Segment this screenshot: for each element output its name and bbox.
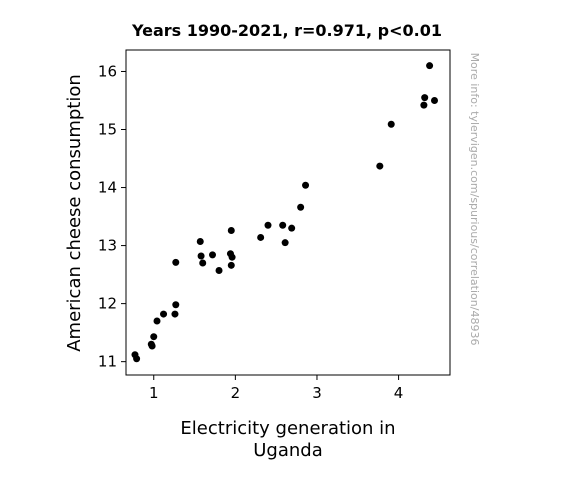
chart-title: Years 1990-2021, r=0.971, p<0.01 xyxy=(131,21,442,40)
data-point xyxy=(227,226,235,234)
x-tick-label: 3 xyxy=(312,384,322,402)
data-point xyxy=(153,317,161,325)
y-tick-label: 11 xyxy=(98,353,117,371)
x-tick-label: 2 xyxy=(231,384,241,402)
data-point xyxy=(148,342,156,350)
data-point xyxy=(150,333,158,341)
data-point xyxy=(421,94,429,102)
data-point xyxy=(376,162,384,170)
data-point xyxy=(264,221,272,229)
x-axis-label-line-1: Electricity generation in xyxy=(180,418,395,439)
data-point xyxy=(197,252,205,260)
data-point xyxy=(426,62,434,70)
data-point xyxy=(160,310,168,318)
data-point xyxy=(227,261,235,269)
source-note: More info: tylervigen.com/spurious/corre… xyxy=(468,53,481,346)
data-point xyxy=(172,301,180,309)
data-point xyxy=(171,310,179,318)
data-point xyxy=(133,355,141,363)
data-point xyxy=(302,181,310,189)
data-point xyxy=(288,224,296,232)
data-points xyxy=(131,62,438,363)
data-point xyxy=(420,101,428,109)
data-point xyxy=(387,120,395,128)
data-point xyxy=(228,253,236,261)
y-tick-label: 12 xyxy=(98,295,117,313)
data-point xyxy=(196,238,204,246)
data-point xyxy=(430,96,438,104)
x-tick-label: 4 xyxy=(394,384,404,402)
plot-area-frame xyxy=(125,49,451,376)
y-tick-label: 16 xyxy=(98,62,117,80)
y-tick-label: 15 xyxy=(98,121,117,139)
data-point xyxy=(215,267,223,275)
x-tick-label: 1 xyxy=(149,384,159,402)
data-point xyxy=(199,259,207,267)
y-tick-label: 14 xyxy=(98,179,117,197)
data-point xyxy=(281,239,289,247)
data-point xyxy=(172,258,180,266)
data-point xyxy=(209,251,217,259)
data-point xyxy=(257,233,265,241)
x-axis-label-line-2: Uganda xyxy=(253,440,323,461)
x-axis-ticks: 1 2 3 4 xyxy=(149,375,403,402)
data-point xyxy=(279,221,287,229)
y-tick-label: 13 xyxy=(98,237,117,255)
y-axis-label: American cheese consumption xyxy=(64,74,85,352)
y-axis-ticks: 11 12 13 14 15 16 xyxy=(98,62,126,371)
data-point xyxy=(297,203,305,211)
